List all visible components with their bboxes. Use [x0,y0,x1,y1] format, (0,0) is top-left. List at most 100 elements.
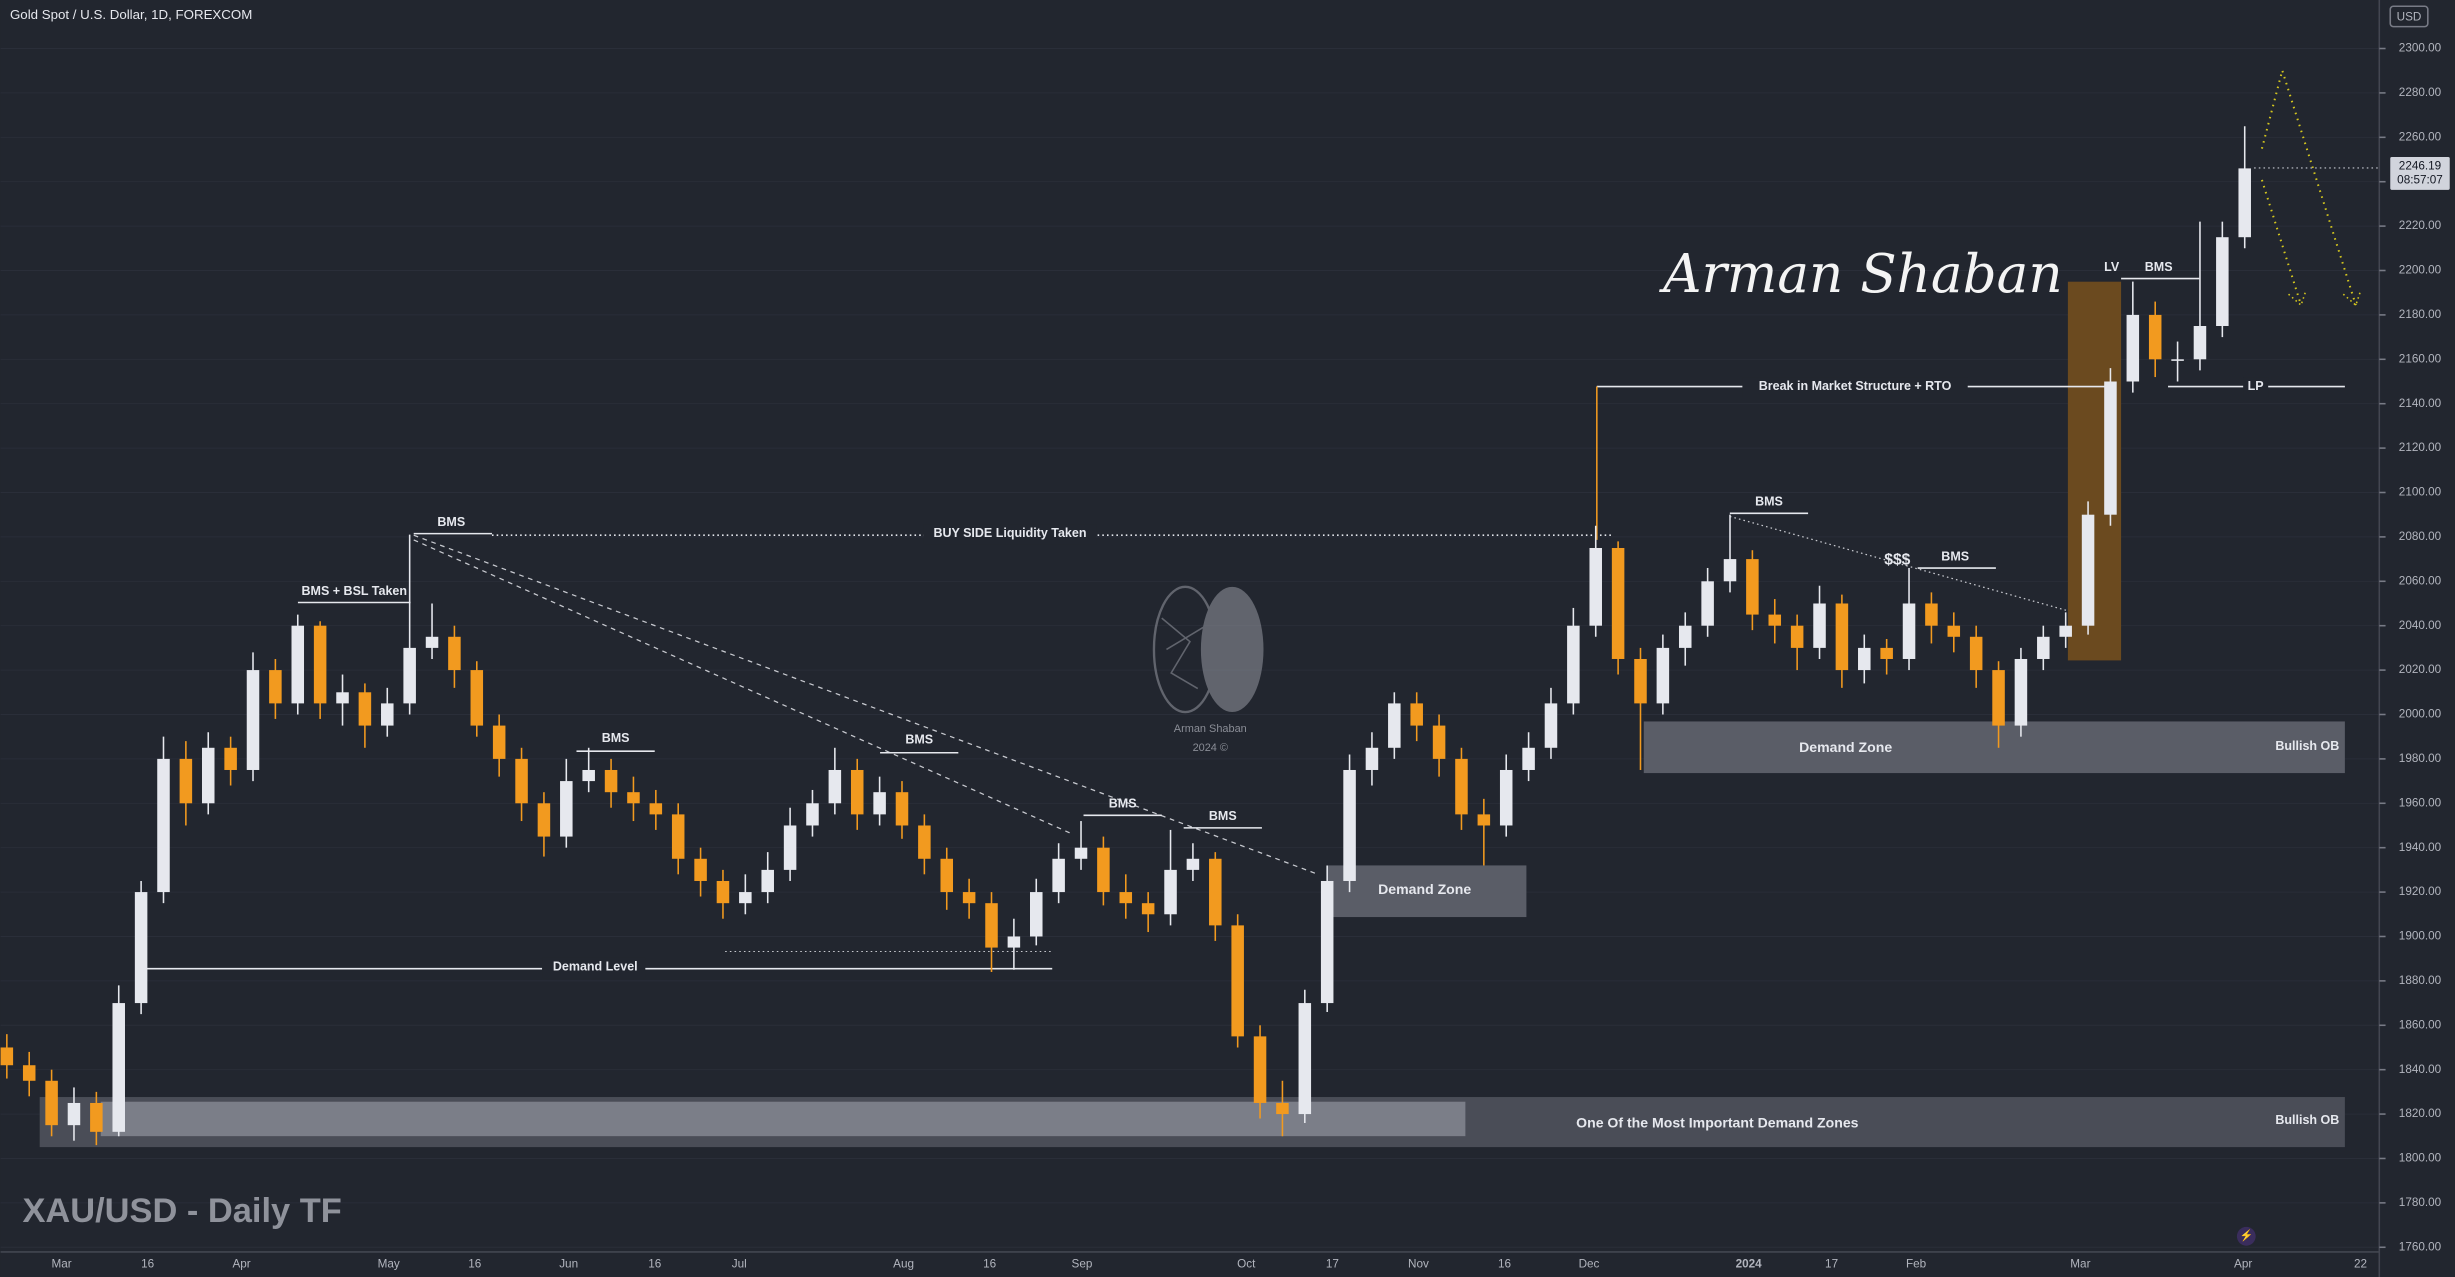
annotation: LV [2104,260,2120,274]
candle-body [1589,547,1602,626]
y-tick-label: 2100.00 [2399,486,2442,499]
candle-body [1746,559,1759,615]
candle-body [1634,658,1647,704]
candle-body [873,792,886,815]
candle-body [1298,1003,1312,1115]
candle-body [1499,769,1513,826]
y-tick-label: 2080.00 [2399,530,2442,543]
x-tick-label: Jul [732,1258,747,1271]
chart-header: Gold Spot / U.S. Dollar, 1D, FOREXCOM [10,7,252,22]
candle-body [1768,614,1782,626]
trend-line [413,539,1073,835]
candle-body [1388,703,1401,748]
y-tick-label: 1920.00 [2399,885,2442,898]
y-tick-label: 2280.00 [2399,86,2442,99]
candle-body [425,636,439,648]
candle-body [1992,670,2005,726]
annotation: BMS [2145,260,2173,274]
candle-body [2238,168,2251,238]
annotation: $$$ [1884,551,1910,568]
x-tick-label: 17 [1825,1258,1838,1271]
candle-body [1030,892,1043,937]
candle-body [2104,381,2117,515]
candle-body [403,647,416,704]
y-tick-label: 2140.00 [2399,397,2442,410]
x-tick-label: Feb [1906,1258,1927,1271]
projection-arrow [2260,66,2357,306]
candle-body [2059,625,2072,637]
candle-body [1790,625,1804,648]
candle-body [224,747,237,770]
demand-zone-inner [100,1101,1466,1137]
y-tick-label: 1860.00 [2399,1018,2442,1031]
candle-body [470,670,484,726]
candle-body [134,892,148,1004]
candle-body [627,792,640,804]
candle-body [850,769,864,815]
x-tick-label: 16 [468,1258,481,1271]
candle-body [1701,581,1714,626]
candle-body [1209,858,1222,926]
candle-body [515,758,528,804]
x-tick-label: Jun [559,1258,578,1271]
candle-body [1544,703,1558,748]
currency: USD [2397,10,2422,23]
icon-glyph: ⚡ [2239,1229,2253,1242]
candle-body [1320,880,1334,1004]
y-tick-label: 2020.00 [2399,663,2442,676]
icon[interactable] [2236,1226,2256,1246]
demand-zone [1327,865,1527,918]
annotation: Break in Market Structure + RTO [1759,379,1952,393]
annotation: BMS [1941,549,1969,563]
y-tick-label: 1900.00 [2399,930,2442,943]
candles [0,126,2251,1146]
candle-body [2171,359,2184,361]
annotation: One Of the Most Important Demand Zones [1576,1114,1859,1130]
annotation: BMS [1209,809,1237,823]
y-tick-label: 2120.00 [2399,441,2442,454]
candle-body [560,781,573,837]
x-tick-label: Dec [1579,1258,1600,1271]
x-tick-label: May [378,1258,400,1271]
arrow-head [2288,290,2307,307]
chart-subtitle: XAU/USD - Daily TF [22,1192,341,1230]
label-bg [1742,377,1968,398]
annotation: Demand Level [553,959,638,973]
annotation: Demand Zone [1799,739,1892,755]
candle-body [1947,625,1961,637]
candle-body [1276,1102,1289,1115]
candle-body [67,1102,81,1126]
candle-body [1119,892,1133,904]
x-tick-label: Sep [1072,1258,1093,1271]
trend-line [1729,515,2067,611]
candle-body [1007,936,1021,948]
candle-body [1164,869,1177,915]
candle-body [448,636,461,671]
countdown: 08:57:07 [2397,174,2443,187]
x-tick-label: Mar [52,1258,72,1271]
candle-body [1074,847,1088,859]
candle-body [1567,625,1580,704]
candle-body [2014,658,2028,726]
candle-body [1835,603,1849,671]
x-tick-label: Oct [1237,1258,1256,1271]
last-price: 2246.19 [2399,159,2441,172]
candle-body [1141,903,1155,915]
y-tick-label: 1820.00 [2399,1107,2442,1120]
annotation: Demand Zone [1378,881,1471,897]
candle-body [2148,314,2162,360]
trend-line [413,534,1316,874]
candle-body [1813,603,1826,648]
candle-body [716,880,730,904]
y-axis: 1760.00 1780.00 1800.00 1820.00 1840.00 1860.… [2254,42,2450,1253]
candle-body [895,792,909,826]
annotation: BMS [602,731,630,745]
annotation: BMS [1109,797,1137,811]
candle-body [761,869,774,893]
y-tick-label: 1880.00 [2399,974,2442,987]
candle-body [1365,747,1379,770]
annotation: BMS + BSL Taken [302,584,407,598]
x-tick-label: Nov [1408,1258,1429,1271]
candle-body [1902,603,1916,659]
candle-body [246,670,260,770]
